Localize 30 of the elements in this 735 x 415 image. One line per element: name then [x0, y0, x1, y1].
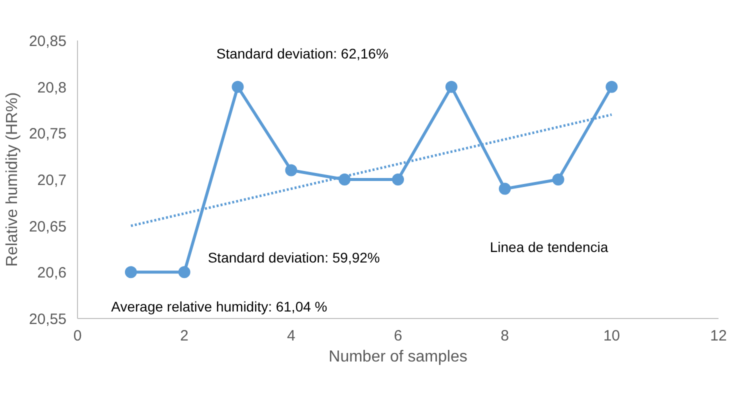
- y-tick-label: 20,65: [28, 218, 67, 236]
- point: [606, 80, 618, 93]
- y-tick-label: 20,8: [37, 79, 67, 96]
- annotation: Standard deviation: 62,16%: [216, 45, 388, 62]
- point: [392, 174, 404, 186]
- y-tick-label: 20,7: [37, 172, 67, 189]
- point: [338, 174, 351, 186]
- point: [552, 174, 564, 186]
- x-tick-label: 4: [286, 328, 296, 344]
- x-tick-label: 10: [603, 328, 620, 344]
- x-tick-label: 2: [180, 328, 189, 344]
- point: [232, 80, 244, 93]
- point: [178, 266, 190, 278]
- x-tick-label: 6: [394, 328, 402, 344]
- y-tick-label: 20,55: [28, 311, 67, 328]
- point: [445, 80, 458, 93]
- x-tick-label: 0: [73, 328, 82, 344]
- point: [498, 182, 511, 195]
- y-tick-label: 20,6: [37, 264, 67, 282]
- point: [124, 266, 137, 278]
- y-tick-label: 20,75: [28, 126, 67, 143]
- annotation: Linea de tendencia: [490, 239, 608, 256]
- y-tick-label: 20,85: [28, 33, 67, 50]
- x-tick-label: 12: [710, 328, 727, 344]
- x-axis-title: Number of samples: [328, 348, 468, 366]
- annotation: Standard deviation: 59,92%: [208, 249, 380, 266]
- y-axis-title: Relative humidity (HR%): [4, 92, 21, 267]
- annotation: Average relative humidity: 61,04 %: [111, 298, 328, 314]
- point: [285, 164, 298, 176]
- x-tick-label: 8: [500, 328, 510, 344]
